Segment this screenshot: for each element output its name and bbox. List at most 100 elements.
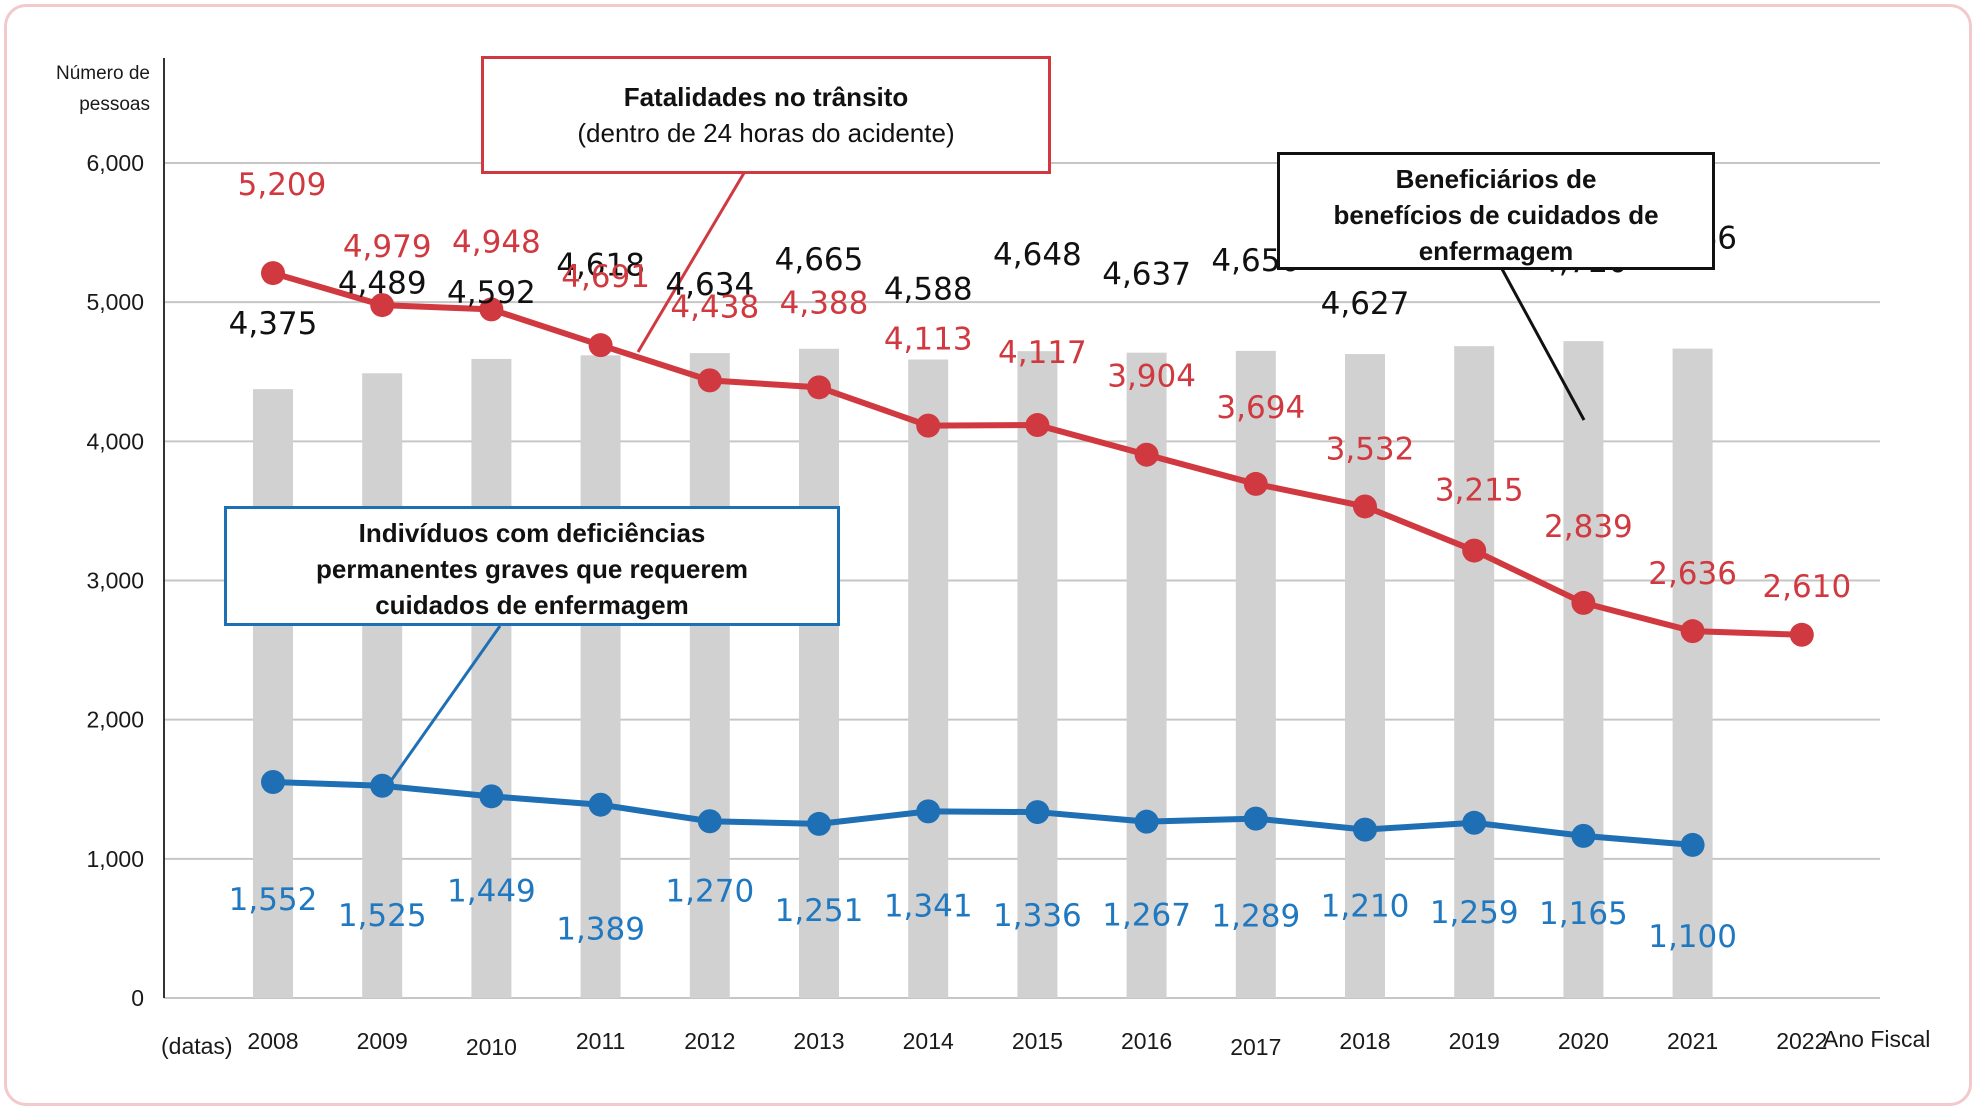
disability-line xyxy=(272,779,1693,848)
traffic-value-label-2015: 4,117 xyxy=(998,335,1087,371)
disability-point-2013 xyxy=(807,811,831,836)
traffic-value-label-2012: 4,438 xyxy=(670,289,759,325)
bar-2012 xyxy=(689,353,730,998)
traffic-value-label-2018: 3,532 xyxy=(1326,431,1415,467)
disability-callout-line-2: permanentes graves que requerem xyxy=(315,554,749,584)
traffic-point-2013 xyxy=(807,375,831,400)
disability-point-2008 xyxy=(261,770,285,795)
disability-point-2014 xyxy=(916,799,941,824)
disability-value-label-2018: 1,210 xyxy=(1321,889,1410,925)
x-tick-label-2011: 2011 xyxy=(576,1028,625,1054)
disability-value-label-2019: 1,259 xyxy=(1430,895,1519,931)
x-axis-suffix: Ano Fiscal xyxy=(1823,1026,1930,1052)
bar-2020 xyxy=(1563,341,1604,999)
disability-value-label-2016: 1,267 xyxy=(1102,898,1191,934)
traffic-callout-leader xyxy=(636,172,746,353)
x-tick-label-2017: 2017 xyxy=(1230,1034,1281,1060)
disability-value-label-2012: 1,270 xyxy=(665,873,754,909)
y-tick-label-1: 1,000 xyxy=(86,846,144,872)
disability-value-label-2015: 1,336 xyxy=(993,898,1082,934)
bar-2010 xyxy=(471,358,512,998)
traffic-value-label-2017: 3,694 xyxy=(1216,390,1305,426)
traffic-value-label-2022: 2,610 xyxy=(1762,569,1851,605)
traffic-point-2014 xyxy=(916,413,941,438)
bar-value-label-2011: 4,618 xyxy=(556,247,645,283)
traffic-point-2008 xyxy=(261,261,285,286)
y-axis-title-line-2: pessoas xyxy=(79,94,150,115)
bar-value-label-2016: 4,637 xyxy=(1102,257,1191,293)
disability-point-2015 xyxy=(1025,800,1050,825)
disability-point-2021 xyxy=(1680,832,1705,857)
x-tick-label-2018: 2018 xyxy=(1339,1028,1390,1054)
traffic-value-label-2014: 4,113 xyxy=(884,322,973,358)
x-tick-label-2012: 2012 xyxy=(684,1028,735,1054)
traffic-fatalities-callout: Fatalidades no trânsito (dentro de 24 ho… xyxy=(481,56,1051,174)
traffic-point-2018 xyxy=(1353,494,1377,519)
x-tick-label-2021: 2021 xyxy=(1667,1028,1718,1054)
x-tick-label-2019: 2019 xyxy=(1449,1028,1500,1054)
bar-2019 xyxy=(1454,346,1495,999)
bar-2008 xyxy=(253,389,293,998)
disability-point-2017 xyxy=(1243,806,1268,831)
traffic-value-label-2020: 2,839 xyxy=(1544,509,1633,545)
disability-callout: Indivíduos com deficiências permanentes … xyxy=(224,506,840,626)
care-callout-line-2: benefícios de cuidados de xyxy=(1333,200,1659,230)
traffic-point-2017 xyxy=(1243,471,1268,496)
traffic-point-2009 xyxy=(370,293,395,318)
traffic-value-label-2009: 4,979 xyxy=(343,229,432,265)
traffic-point-2012 xyxy=(697,368,722,393)
disability-value-label-2013: 1,251 xyxy=(775,893,864,929)
bar-value-label-2015: 4,648 xyxy=(993,237,1082,273)
traffic-callout-title: Fatalidades no trânsito xyxy=(623,82,909,112)
x-axis-prefix: (datas) xyxy=(161,1033,233,1059)
traffic-point-2015 xyxy=(1025,413,1050,438)
x-tick-label-2020: 2020 xyxy=(1558,1028,1609,1054)
traffic-point-2010 xyxy=(479,297,504,322)
traffic-value-label-2016: 3,904 xyxy=(1107,359,1196,395)
bar-value-label-2013: 4,665 xyxy=(775,242,864,278)
y-tick-label-6: 6,000 xyxy=(86,150,144,176)
y-tick-label-5: 5,000 xyxy=(86,289,144,315)
traffic-value-label-2021: 2,636 xyxy=(1648,556,1737,592)
x-tick-label-2013: 2013 xyxy=(793,1028,844,1054)
y-tick-label-4: 4,000 xyxy=(86,428,144,454)
disability-point-2016 xyxy=(1134,809,1159,834)
disability-point-2011 xyxy=(588,792,613,817)
disability-value-label-2021: 1,100 xyxy=(1648,919,1737,955)
disability-value-label-2009: 1,525 xyxy=(338,898,427,934)
bar-value-label-2018: 4,627 xyxy=(1321,286,1410,322)
disability-value-label-2017: 1,289 xyxy=(1211,899,1300,935)
bar-value-label-2014: 4,588 xyxy=(884,272,973,308)
disability-point-2010 xyxy=(479,784,504,809)
disability-point-2019 xyxy=(1462,810,1487,835)
disability-point-2018 xyxy=(1353,817,1377,842)
bar-2021 xyxy=(1672,348,1713,999)
traffic-point-2020 xyxy=(1571,590,1596,615)
y-tick-label-2: 2,000 xyxy=(86,707,144,733)
bar-value-label-2009: 4,489 xyxy=(338,265,427,301)
traffic-point-2022 xyxy=(1789,622,1814,647)
care-beneficiaries-callout: Beneficiários de benefícios de cuidados … xyxy=(1277,152,1715,270)
disability-value-label-2011: 1,389 xyxy=(556,912,645,948)
disability-point-2012 xyxy=(697,809,722,834)
traffic-point-2016 xyxy=(1134,442,1159,467)
y-axis-title-line-1: Número de xyxy=(56,63,150,84)
bar-2013 xyxy=(799,348,839,999)
care-callout-line-1: Beneficiários de xyxy=(1395,164,1597,194)
bar-2017 xyxy=(1235,350,1276,998)
bar-value-label-2008: 4,375 xyxy=(229,306,318,342)
disability-point-2009 xyxy=(370,773,395,798)
traffic-value-label-2008: 5,209 xyxy=(238,167,327,203)
bar-2014 xyxy=(908,359,949,999)
bar-2009 xyxy=(362,373,403,998)
traffic-value-label-2019: 3,215 xyxy=(1435,473,1524,509)
x-tick-label-2015: 2015 xyxy=(1012,1028,1063,1054)
traffic-point-2011 xyxy=(588,333,613,358)
x-tick-label-2009: 2009 xyxy=(357,1028,408,1054)
bar-2018 xyxy=(1345,354,1385,999)
y-tick-label-3: 3,000 xyxy=(86,568,144,594)
traffic-value-label-2013: 4,388 xyxy=(780,285,869,321)
y-tick-label-0: 0 xyxy=(131,985,144,1011)
care-callout-line-3: enfermagem xyxy=(1418,236,1574,266)
